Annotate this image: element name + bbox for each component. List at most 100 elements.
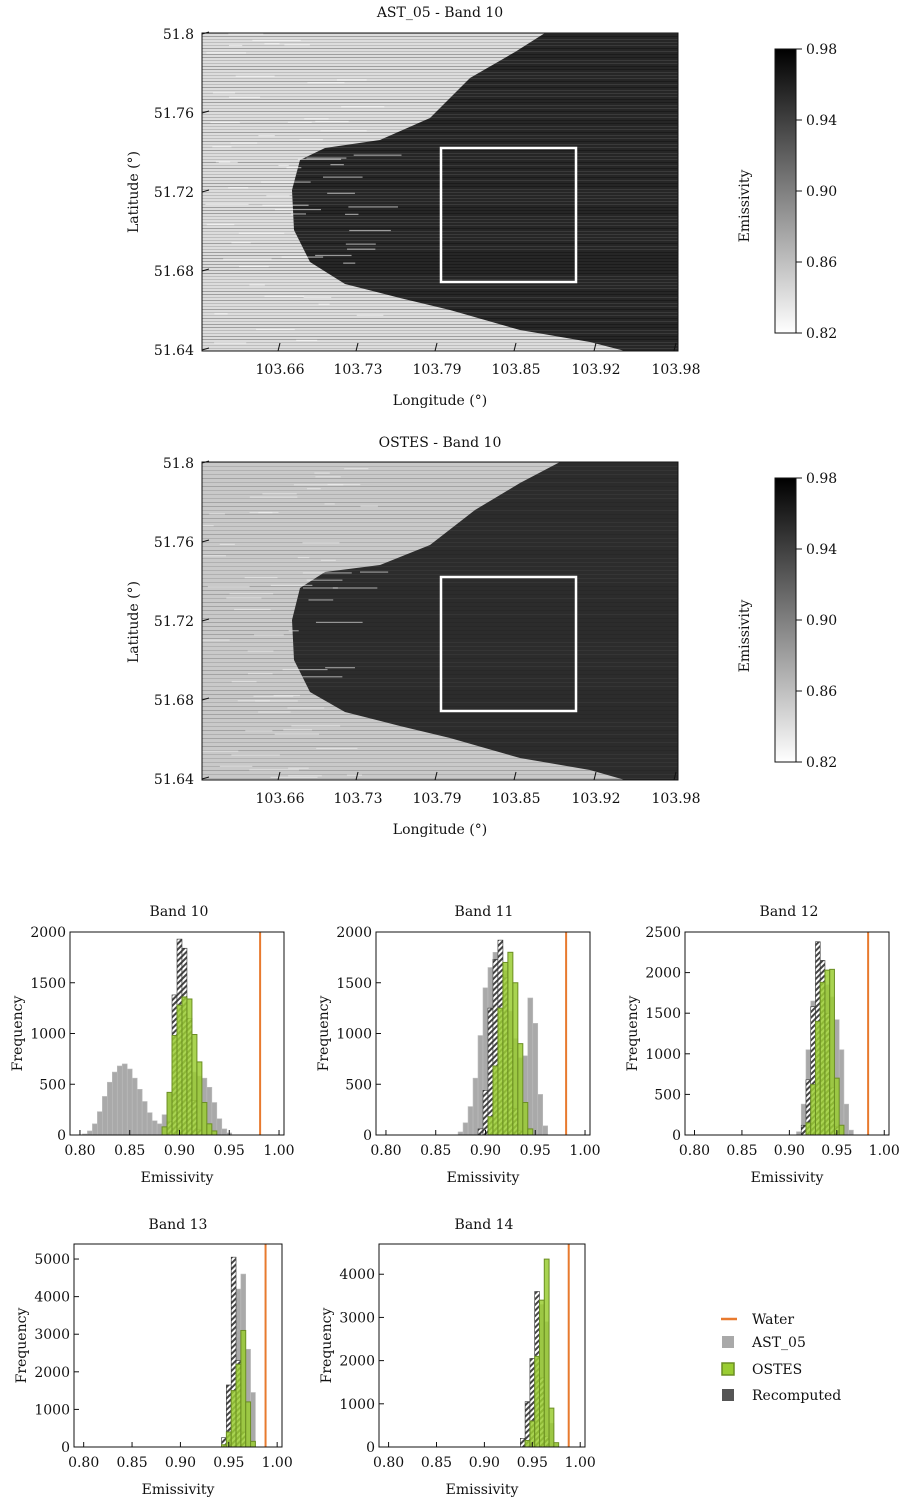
bar [136, 1089, 143, 1136]
x-tick-label: 0.85 [421, 1455, 452, 1471]
map-x-tick-label: 103.79 [413, 362, 462, 378]
bar [240, 1329, 247, 1448]
bar [520, 1438, 526, 1448]
y-tick-label: 1000 [336, 1027, 372, 1043]
map-x-tick-label: 103.92 [572, 362, 621, 378]
bar [121, 1063, 128, 1136]
legend-label-ast05: AST_05 [751, 1335, 806, 1351]
x-tick-label: 0.95 [213, 1455, 244, 1471]
map-x-tick [355, 342, 359, 352]
colorbar-tick-label: 0.82 [806, 755, 837, 771]
bar [467, 1106, 474, 1136]
plot-frame [684, 931, 890, 1136]
bar [206, 1123, 213, 1136]
colorbar: 0.98 0.94 0.90 0.86 0.82 Emissivity [737, 471, 837, 771]
y-tick-label: 500 [654, 1087, 681, 1103]
bar [131, 1077, 138, 1136]
bar [161, 1126, 168, 1136]
map-x-tick [673, 771, 677, 781]
legend-label-water: Water [752, 1312, 794, 1328]
bar [553, 1442, 560, 1448]
map-water-region [292, 462, 678, 780]
y-tick-label: 1500 [336, 976, 372, 992]
bar [181, 996, 188, 1136]
x-tick-label: 0.80 [370, 1143, 401, 1159]
x-tick-label: 0.90 [164, 1143, 195, 1159]
bar [477, 1035, 484, 1136]
x-axis-label: Emissivity [751, 1170, 824, 1186]
histogram-title: Band 10 [150, 904, 209, 920]
bar [482, 1090, 489, 1136]
x-tick-label: 0.95 [214, 1143, 245, 1159]
bar [462, 1122, 469, 1136]
bar [527, 997, 534, 1136]
x-tick-label: 0.95 [821, 1143, 852, 1159]
bar [211, 1130, 218, 1136]
histogram-band-2: Band 11 0.80 0.85 0.90 0.95 1.00 0 500 1000 1500 2… [316, 904, 601, 1186]
legend-label-ostes: OSTES [752, 1362, 802, 1378]
histogram-title: Band 11 [455, 904, 514, 920]
map-xlabel: Longitude (°) [393, 393, 487, 409]
x-tick-label: 0.90 [774, 1143, 805, 1159]
bar [146, 1112, 153, 1136]
map-y-tick [201, 697, 210, 701]
bar [522, 1102, 529, 1136]
map-water-region [292, 33, 678, 351]
map-y-tick [201, 460, 210, 464]
map-y-tick-label: 51.76 [154, 106, 194, 122]
map-y-tick-label: 51.68 [154, 693, 194, 709]
y-tick-label: 3000 [339, 1310, 375, 1326]
legend-label-recomputed: Recomputed [752, 1388, 841, 1404]
x-axis-label: Emissivity [142, 1482, 215, 1498]
legend: Water AST_05 OSTES Recomputed [721, 1312, 841, 1404]
histogram-panels: Band 10 0.80 0.85 0.90 0.95 1.00 0 500 1000 1500 2… [10, 904, 900, 1498]
bar [810, 1084, 816, 1136]
y-tick-label: 4000 [34, 1290, 70, 1306]
bar [838, 1124, 845, 1136]
bar [221, 1128, 228, 1136]
map-y-tick [201, 539, 210, 543]
y-tick-label: 500 [39, 1077, 66, 1093]
x-tick-label: 1.00 [565, 1455, 596, 1471]
y-tick-label: 1000 [30, 1027, 66, 1043]
colorbar-tick-label: 0.86 [806, 684, 837, 700]
x-tick-label: 0.85 [116, 1455, 147, 1471]
bar [487, 1116, 494, 1136]
bar [216, 1118, 223, 1136]
x-tick-label: 1.00 [263, 1143, 294, 1159]
bar [819, 981, 826, 1136]
y-tick-label: 1500 [30, 976, 66, 992]
bar [534, 1355, 540, 1448]
map-x-tick-label: 103.85 [492, 791, 541, 807]
map-y-tick [201, 268, 210, 272]
map-x-tick [434, 342, 438, 352]
map-y-tick-label: 51.68 [154, 264, 194, 280]
map-panel-ast05: AST_05 - Band 10 103.66 103.73 103.79 103.8… [126, 5, 837, 409]
map-x-tick [593, 342, 597, 352]
map-x-tick [277, 342, 281, 352]
y-tick-label: 0 [57, 1128, 66, 1144]
bar [156, 1123, 163, 1136]
map-x-tick-label: 103.98 [652, 791, 701, 807]
x-tick-label: 0.80 [64, 1143, 95, 1159]
x-tick-label: 0.85 [114, 1143, 145, 1159]
bar [805, 1122, 812, 1136]
bar [107, 1081, 113, 1136]
bar [201, 1102, 208, 1136]
map-y-tick-label: 51.72 [154, 614, 194, 630]
map-axes: 103.66 103.73 103.79 103.85 103.92 103.98 51.8… [154, 27, 701, 378]
bar [116, 1065, 123, 1136]
bar [492, 1065, 499, 1136]
colorbar-tick-label: 0.90 [806, 613, 837, 629]
colorbar-label: Emissivity [737, 600, 753, 673]
map-x-tick [277, 771, 281, 781]
map-x-tick-label: 103.92 [572, 791, 621, 807]
x-axis-label: Emissivity [446, 1482, 519, 1498]
map-y-tick-label: 51.8 [163, 27, 194, 43]
legend-swatch-ast05 [722, 1336, 734, 1348]
bar [230, 1390, 237, 1448]
colorbar-tick-label: 0.90 [806, 184, 837, 200]
map-axes: 103.66 103.73 103.79 103.85 103.92 103.98 51.8… [154, 456, 701, 807]
colorbar-gradient [774, 477, 797, 763]
